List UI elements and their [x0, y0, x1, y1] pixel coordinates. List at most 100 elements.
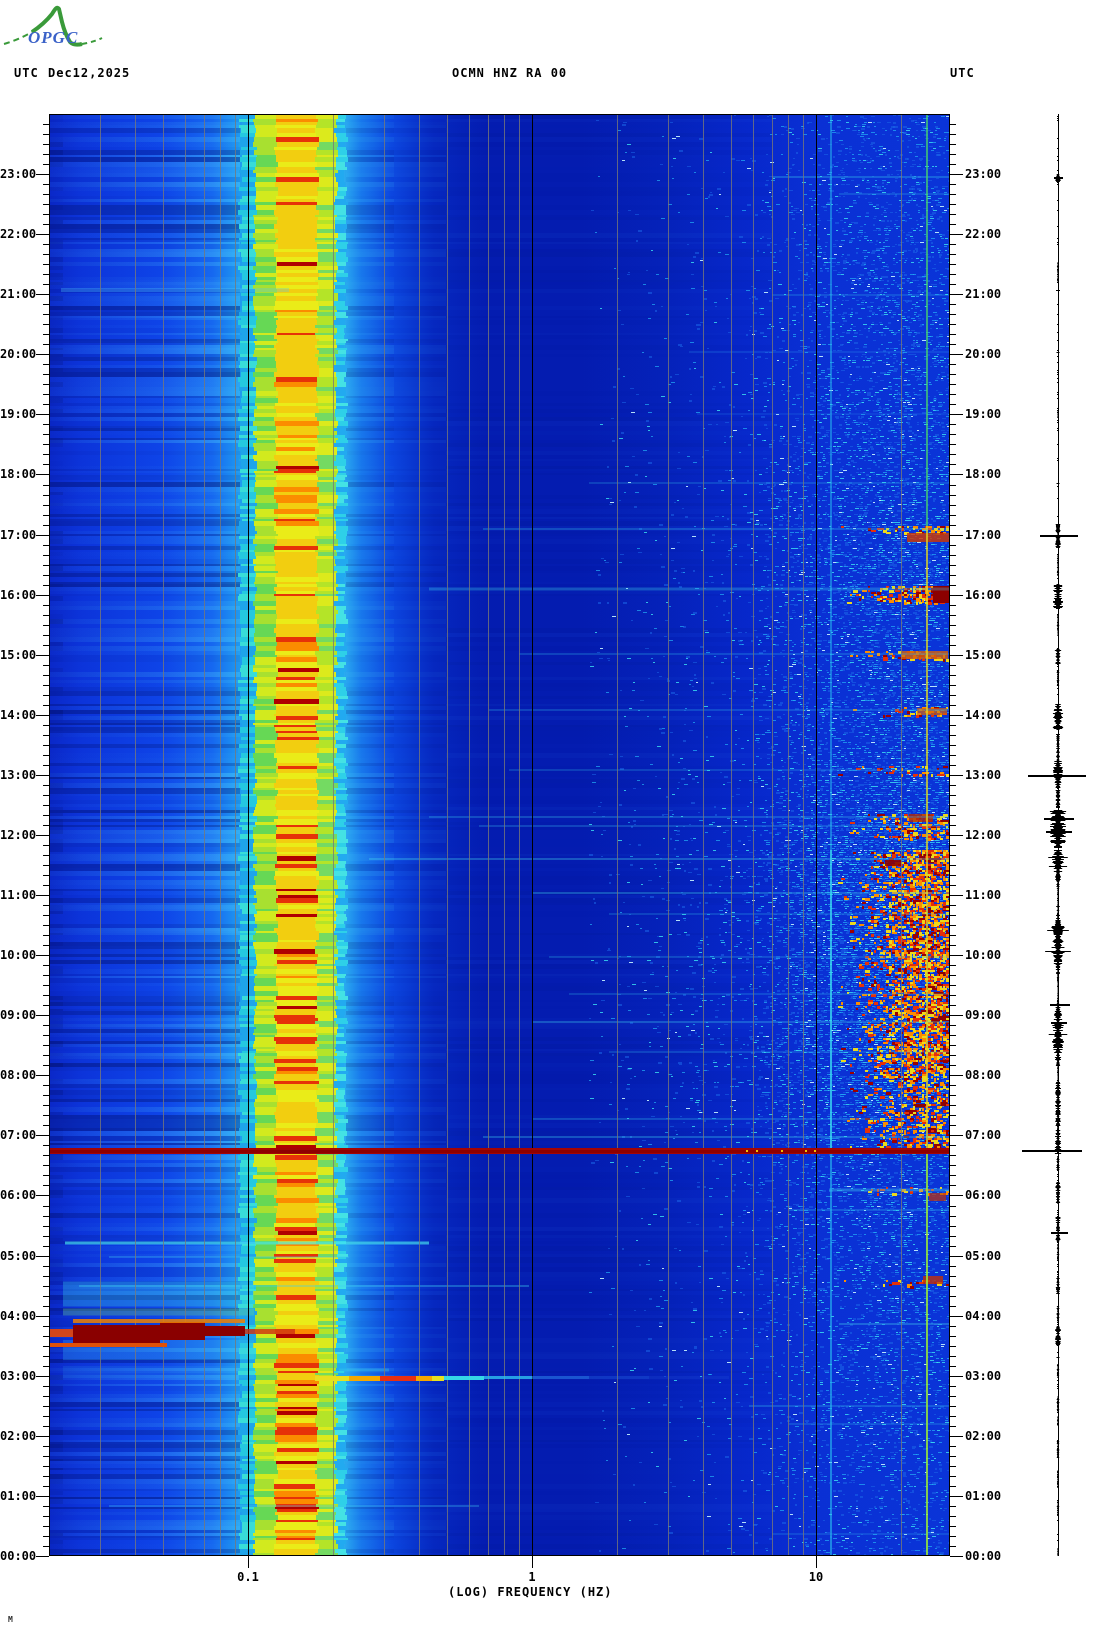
mountain-logo-icon	[3, 5, 103, 47]
minor-tick-left	[43, 1326, 49, 1327]
hour-tick-left	[36, 1075, 49, 1076]
minor-tick-right	[950, 915, 956, 916]
time-label-right: 21:00	[965, 287, 1002, 301]
minor-tick-left	[43, 515, 49, 516]
minor-tick-right	[950, 1025, 956, 1026]
minor-tick-right	[950, 1396, 956, 1397]
minor-tick-right	[950, 605, 956, 606]
time-label-left: 06:00	[0, 1188, 37, 1202]
hour-tick-right	[950, 1075, 963, 1076]
minor-tick-right	[950, 1336, 956, 1337]
minor-tick-left	[43, 1506, 49, 1507]
minor-tick-right	[950, 685, 956, 686]
x-axis-label: (LOG) FREQUENCY (HZ)	[448, 1585, 613, 1599]
time-label-left: 23:00	[0, 167, 37, 181]
hour-tick-right	[950, 895, 963, 896]
time-label-right: 07:00	[965, 1128, 1002, 1142]
minor-tick-left	[43, 1526, 49, 1527]
time-label-left: 03:00	[0, 1369, 37, 1383]
time-label-right: 00:00	[965, 1549, 1002, 1563]
hour-tick-left	[36, 535, 49, 536]
time-label-left: 20:00	[0, 347, 37, 361]
minor-tick-right	[950, 404, 956, 405]
minor-tick-left	[43, 1226, 49, 1227]
minor-tick-right	[950, 1536, 956, 1537]
minor-tick-right	[950, 1185, 956, 1186]
minor-tick-right	[950, 615, 956, 616]
time-label-left: 08:00	[0, 1068, 37, 1082]
minor-tick-right	[950, 575, 956, 576]
minor-tick-left	[43, 1055, 49, 1056]
utc-label-right: UTC	[950, 66, 975, 80]
hour-tick-left	[36, 1496, 49, 1497]
minor-tick-right	[950, 274, 956, 275]
minor-tick-right	[950, 1035, 956, 1036]
minor-tick-right	[950, 525, 956, 526]
minor-tick-right	[950, 1065, 956, 1066]
minor-tick-left	[43, 164, 49, 165]
minor-tick-right	[950, 585, 956, 586]
minor-tick-right	[950, 1526, 956, 1527]
minor-tick-right	[950, 765, 956, 766]
minor-tick-left	[43, 1426, 49, 1427]
minor-tick-right	[950, 1165, 956, 1166]
hour-tick-left	[36, 1376, 49, 1377]
hour-tick-right	[950, 474, 963, 475]
minor-tick-right	[950, 735, 956, 736]
time-label-right: 15:00	[965, 648, 1002, 662]
time-label-right: 22:00	[965, 227, 1002, 241]
minor-tick-right	[950, 1326, 956, 1327]
hour-tick-right	[950, 1556, 963, 1557]
minor-tick-right	[950, 1216, 956, 1217]
minor-tick-right	[950, 515, 956, 516]
minor-tick-left	[43, 244, 49, 245]
hour-tick-right	[950, 1436, 963, 1437]
minor-tick-left	[43, 845, 49, 846]
minor-tick-left	[43, 1035, 49, 1036]
freq-tick	[816, 1556, 817, 1568]
minor-tick-left	[43, 324, 49, 325]
hour-tick-right	[950, 775, 963, 776]
minor-tick-left	[43, 865, 49, 866]
minor-tick-left	[43, 695, 49, 696]
minor-tick-right	[950, 1155, 956, 1156]
minor-tick-left	[43, 1085, 49, 1086]
minor-tick-right	[950, 1236, 956, 1237]
hour-tick-left	[36, 775, 49, 776]
minor-tick-left	[43, 785, 49, 786]
time-label-right: 10:00	[965, 948, 1002, 962]
minor-tick-right	[950, 1005, 956, 1006]
time-label-left: 17:00	[0, 528, 37, 542]
minor-tick-right	[950, 645, 956, 646]
time-label-left: 16:00	[0, 588, 37, 602]
time-label-right: 05:00	[965, 1249, 1002, 1263]
minor-tick-left	[43, 915, 49, 916]
time-label-left: 02:00	[0, 1429, 37, 1443]
minor-tick-left	[43, 485, 49, 486]
minor-tick-right	[950, 1306, 956, 1307]
minor-tick-left	[43, 334, 49, 335]
minor-tick-left	[43, 254, 49, 255]
hour-tick-left	[36, 474, 49, 475]
minor-tick-left	[43, 1115, 49, 1116]
minor-tick-left	[43, 154, 49, 155]
minor-tick-left	[43, 424, 49, 425]
minor-tick-right	[950, 384, 956, 385]
hour-tick-right	[950, 595, 963, 596]
minor-tick-right	[950, 344, 956, 345]
hour-tick-left	[36, 955, 49, 956]
minor-tick-left	[43, 144, 49, 145]
minor-tick-left	[43, 1416, 49, 1417]
minor-tick-right	[950, 565, 956, 566]
minor-tick-left	[43, 765, 49, 766]
minor-tick-right	[950, 1416, 956, 1417]
minor-tick-left	[43, 1536, 49, 1537]
minor-tick-right	[950, 555, 956, 556]
hour-tick-right	[950, 1256, 963, 1257]
hour-tick-right	[950, 294, 963, 295]
time-label-left: 18:00	[0, 467, 37, 481]
minor-tick-right	[950, 164, 956, 165]
hour-tick-left	[36, 234, 49, 235]
minor-tick-right	[950, 134, 956, 135]
